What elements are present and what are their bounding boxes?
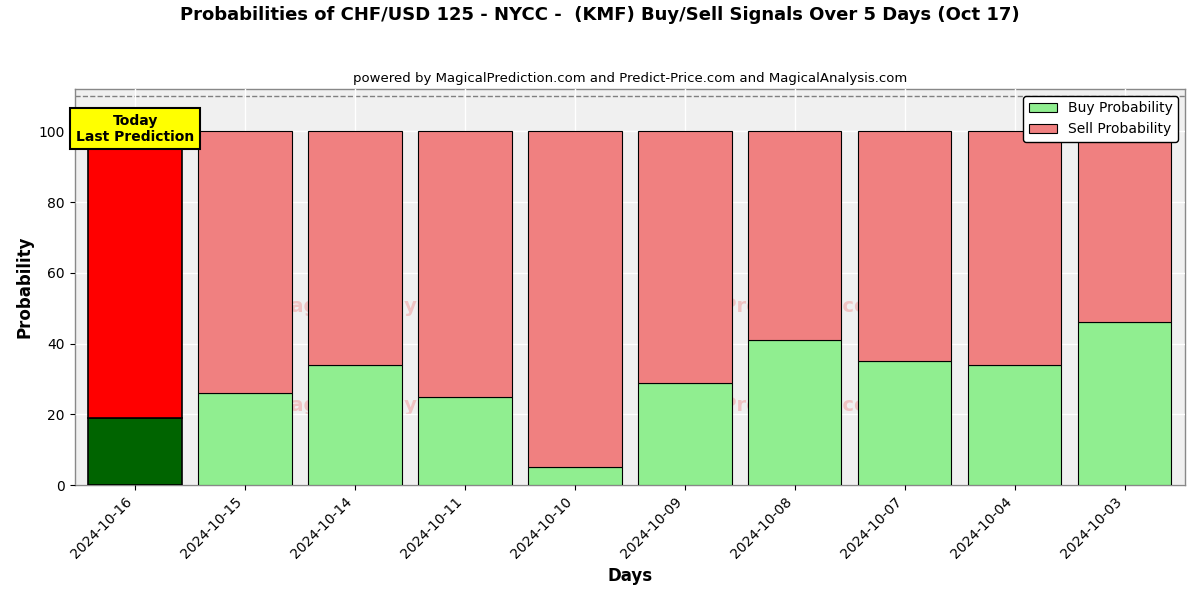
Bar (419, 131, 511, 397)
Bar (89, 418, 182, 485)
Bar (419, 397, 511, 485)
Bar (638, 131, 732, 383)
Bar (858, 361, 952, 485)
Bar (968, 131, 1061, 365)
Bar (1078, 322, 1171, 485)
Y-axis label: Probability: Probability (16, 236, 34, 338)
Bar (528, 467, 622, 485)
Text: MagicalAnalysis.com: MagicalAnalysis.com (271, 397, 499, 415)
Bar (308, 131, 402, 365)
Bar (858, 131, 952, 361)
Bar (308, 365, 402, 485)
Bar (1078, 131, 1171, 322)
Text: MagicalAnalysis.com: MagicalAnalysis.com (271, 298, 499, 316)
Text: Today
Last Prediction: Today Last Prediction (76, 114, 194, 144)
Bar (638, 383, 732, 485)
X-axis label: Days: Days (607, 567, 653, 585)
Bar (748, 131, 841, 340)
Text: MagicalPrediction.com: MagicalPrediction.com (638, 397, 888, 415)
Title: powered by MagicalPrediction.com and Predict-Price.com and MagicalAnalysis.com: powered by MagicalPrediction.com and Pre… (353, 72, 907, 85)
Bar (528, 131, 622, 467)
Bar (748, 340, 841, 485)
Bar (89, 131, 182, 418)
Bar (198, 393, 292, 485)
Bar (198, 131, 292, 393)
Text: Probabilities of CHF/USD 125 - NYCC -  (KMF) Buy/Sell Signals Over 5 Days (Oct 1: Probabilities of CHF/USD 125 - NYCC - (K… (180, 6, 1020, 24)
Text: MagicalPrediction.com: MagicalPrediction.com (638, 298, 888, 316)
Bar (968, 365, 1061, 485)
Legend: Buy Probability, Sell Probability: Buy Probability, Sell Probability (1024, 96, 1178, 142)
